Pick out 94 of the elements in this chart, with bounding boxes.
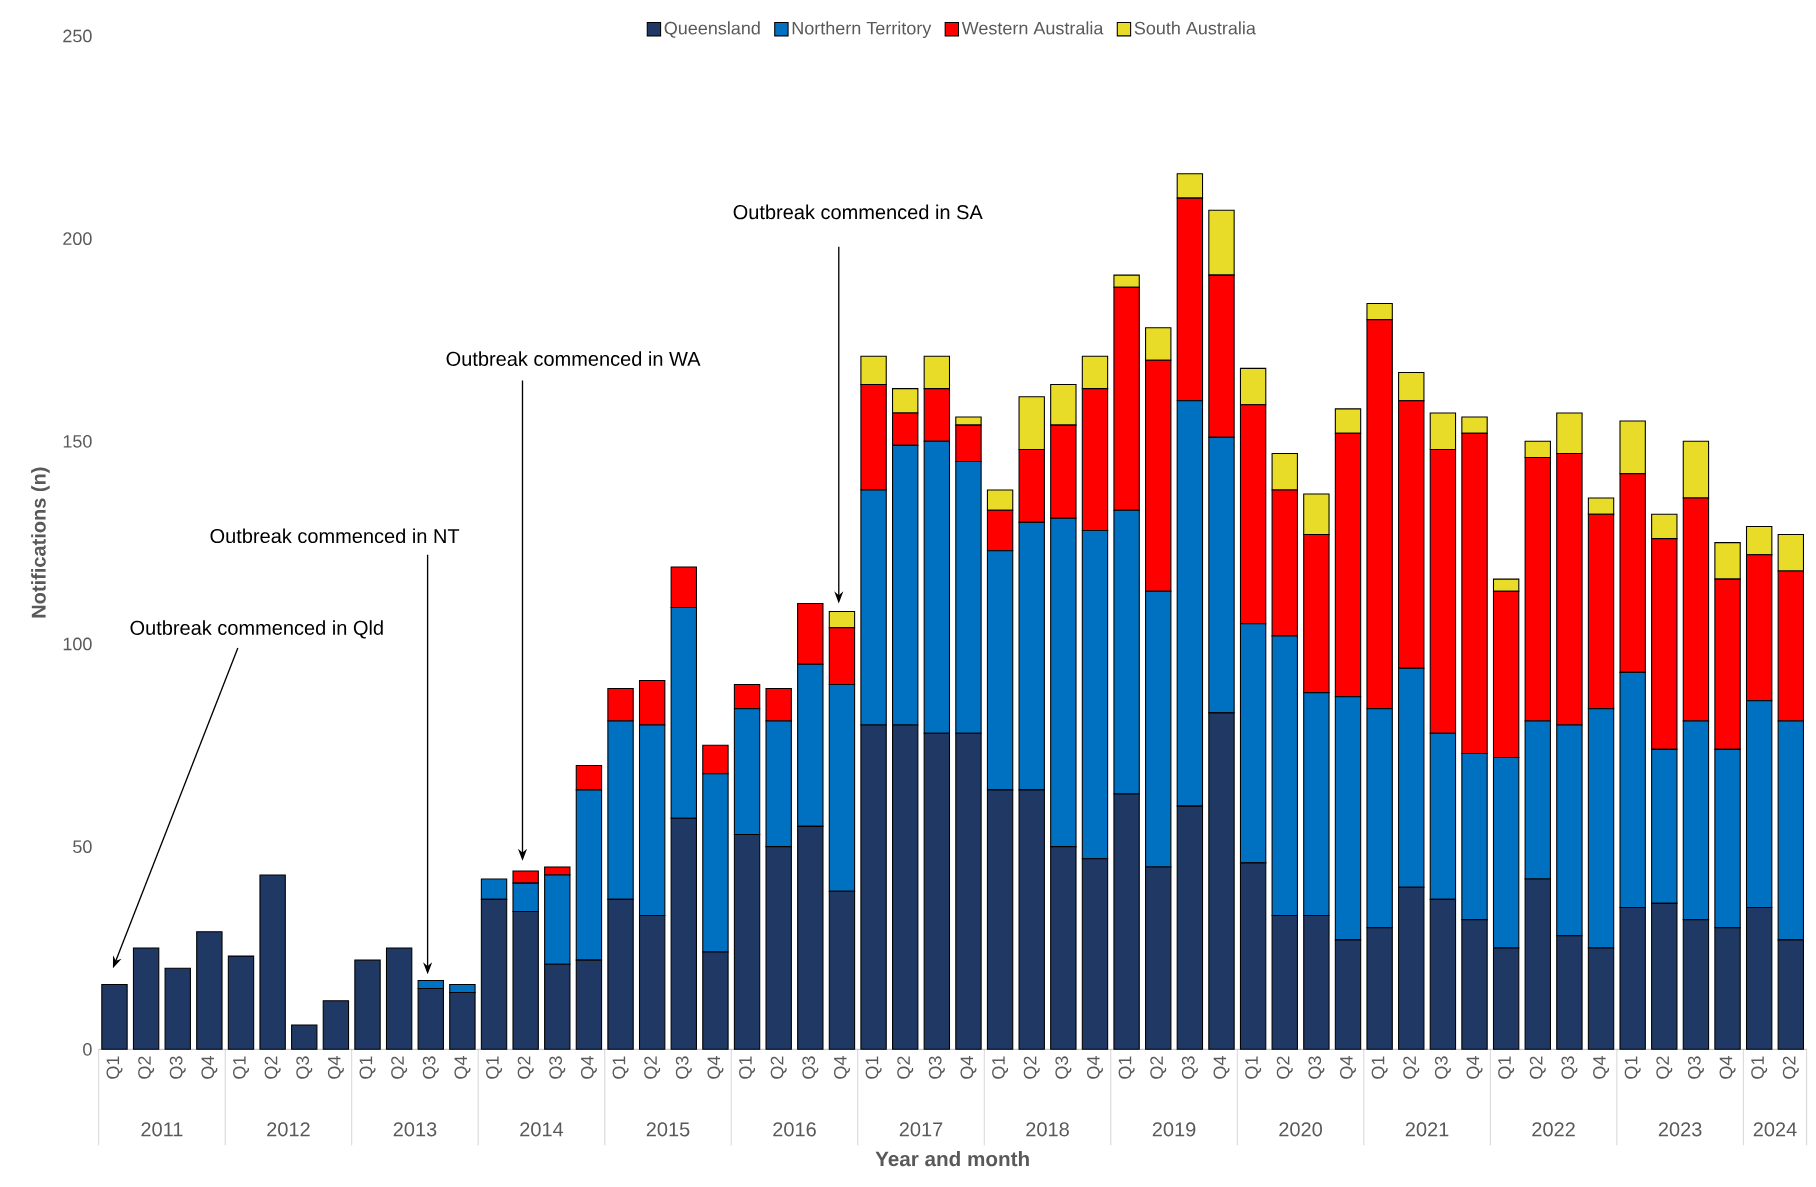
x-tick-label: Q4 <box>833 1056 850 1079</box>
x-tick-label: Q3 <box>1687 1056 1704 1079</box>
x-tick-label: Q1 <box>1118 1056 1135 1079</box>
bar <box>322 1000 350 1051</box>
y-tick-label: 150 <box>63 435 92 448</box>
text: 2017 <box>899 1122 943 1137</box>
text: 2018 <box>1026 1122 1069 1137</box>
bar <box>291 1024 318 1051</box>
x-tick-label: Q4 <box>1593 1056 1610 1079</box>
x-tick-label: Q1 <box>1245 1056 1262 1079</box>
x-tick-label: Q3 <box>1181 1056 1198 1079</box>
bar <box>132 947 160 1051</box>
text: 2019 <box>1152 1122 1196 1137</box>
bar <box>385 947 413 1051</box>
x-tick-label: Q1 <box>612 1056 629 1079</box>
x-tick-label: Q1 <box>106 1056 123 1079</box>
bar <box>227 955 255 1051</box>
x-tick-label: Q4 <box>1719 1056 1736 1079</box>
bar <box>164 967 191 1051</box>
x-tick-label: Q3 <box>802 1056 819 1079</box>
x-tick-label: Q2 <box>770 1056 787 1079</box>
text: 2022 <box>1532 1122 1575 1137</box>
legend-label: South Australia <box>1134 21 1256 35</box>
legend-label: Western Australia <box>961 21 1104 35</box>
x-tick-label: Q3 <box>928 1056 945 1079</box>
x-tick-label: Q4 <box>1213 1056 1230 1079</box>
x-tick-label: Q3 <box>549 1056 566 1079</box>
x-tick-label: Q2 <box>1656 1056 1673 1079</box>
x-tick-label: Q1 <box>1371 1056 1388 1079</box>
x-tick-label: Q3 <box>169 1056 186 1079</box>
x-axis-title: Year and month <box>875 1151 1029 1167</box>
bar <box>259 874 286 1051</box>
annotation: Outbreak commenced in NT <box>210 528 460 544</box>
bar <box>354 959 381 1051</box>
x-tick-label: Q2 <box>1529 1056 1546 1079</box>
x-tick-label: Q4 <box>201 1056 218 1079</box>
bar <box>196 931 223 1051</box>
x-tick-label: Q4 <box>1086 1056 1103 1079</box>
x-tick-label: Q2 <box>1150 1056 1167 1079</box>
x-tick-label: Q1 <box>1498 1056 1515 1079</box>
x-tick-label: Q1 <box>992 1056 1009 1079</box>
x-tick-label: Q3 <box>675 1056 692 1079</box>
x-tick-label: Q1 <box>1751 1056 1768 1079</box>
x-tick-label: Q1 <box>233 1056 249 1079</box>
x-tick-label: Q4 <box>327 1056 344 1079</box>
text: 2021 <box>1405 1122 1449 1137</box>
x-tick-label: Q2 <box>897 1056 914 1079</box>
y-tick-label: 0 <box>83 1043 92 1056</box>
x-tick-label: Q3 <box>422 1056 439 1079</box>
text: 2011 <box>141 1122 183 1137</box>
text: 2024 <box>1753 1122 1797 1137</box>
x-tick-label: Q2 <box>264 1056 281 1079</box>
x-tick-label: Q3 <box>1561 1056 1578 1079</box>
annotation: Outbreak commenced in Qld <box>130 620 383 639</box>
x-tick-label: Q4 <box>580 1056 597 1079</box>
x-tick-label: Q2 <box>644 1056 661 1079</box>
x-tick-label: Q1 <box>1624 1056 1641 1079</box>
y-tick-label: 250 <box>63 29 92 43</box>
x-tick-label: Q2 <box>138 1056 155 1079</box>
legend-label: Northern Territory <box>792 21 932 39</box>
text: 2015 <box>646 1122 690 1137</box>
x-tick-label: Q1 <box>739 1056 756 1079</box>
text: 2016 <box>773 1122 816 1137</box>
x-tick-label: Q2 <box>1403 1056 1420 1079</box>
x-tick-label: Q1 <box>486 1056 503 1079</box>
x-tick-label: Q4 <box>707 1056 724 1079</box>
x-tick-label: Q2 <box>1023 1056 1040 1079</box>
y-tick-label: 100 <box>63 637 92 651</box>
x-tick-label: Q2 <box>391 1056 408 1079</box>
x-tick-label: Q4 <box>454 1056 471 1079</box>
text: 2012 <box>267 1122 310 1137</box>
x-tick-label: Q3 <box>296 1056 313 1079</box>
x-tick-label: Q4 <box>1340 1056 1356 1079</box>
x-tick-label: Q4 <box>1466 1056 1483 1079</box>
x-tick-label: Q3 <box>1308 1056 1325 1079</box>
text: 2013 <box>393 1122 437 1137</box>
legend-label: Queensland <box>664 21 760 38</box>
annotation: Outbreak commenced in SA <box>733 204 983 220</box>
x-tick-label: Q3 <box>1434 1056 1451 1079</box>
text: 2014 <box>520 1122 564 1137</box>
text: 2023 <box>1658 1122 1702 1137</box>
x-tick-label: Q1 <box>359 1056 376 1079</box>
y-tick-label: 50 <box>73 840 92 854</box>
bar <box>101 984 128 1051</box>
x-tick-label: Q1 <box>865 1056 882 1079</box>
text: 2020 <box>1279 1122 1323 1137</box>
y-tick-label: 200 <box>63 232 92 246</box>
x-tick-label: Q3 <box>1055 1056 1072 1079</box>
x-tick-label: Q2 <box>517 1056 534 1079</box>
x-tick-label: Q2 <box>1782 1056 1799 1079</box>
y-axis-title: Notifications (n) <box>31 467 50 618</box>
annotation: Outbreak commenced in WA <box>446 351 701 367</box>
x-tick-label: Q4 <box>960 1056 977 1079</box>
x-tick-label: Q2 <box>1276 1056 1293 1079</box>
